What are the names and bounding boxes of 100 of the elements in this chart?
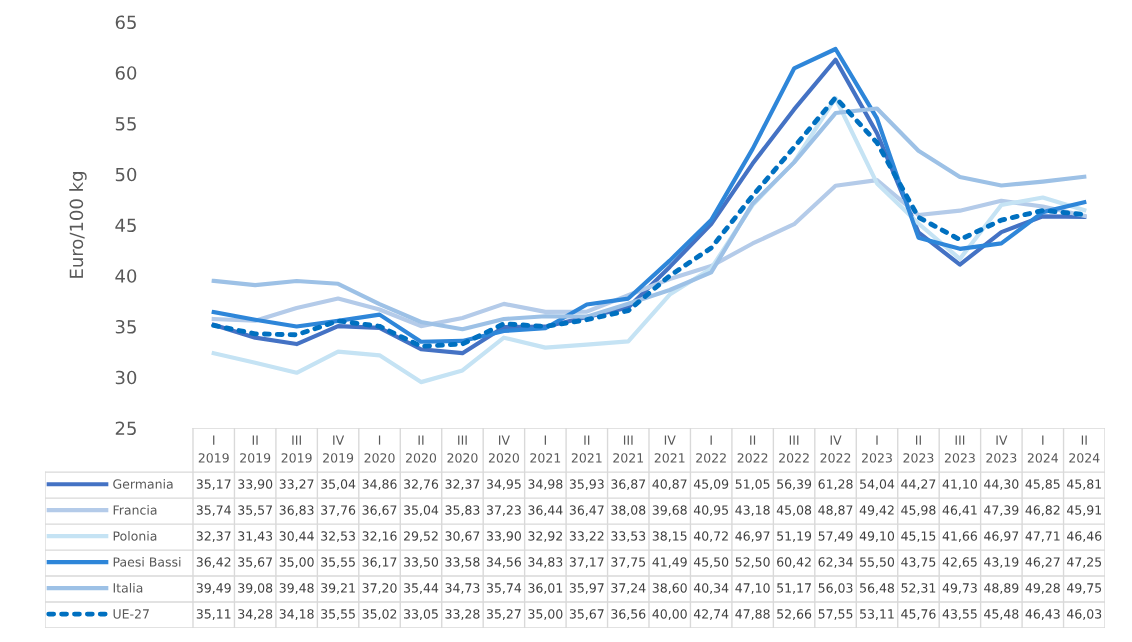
- data-label: 37,24: [611, 583, 646, 594]
- data-label: 37,17: [569, 557, 604, 568]
- data-label: 46,41: [942, 505, 977, 517]
- data-label: 35,67: [238, 557, 273, 568]
- data-label: 47,88: [735, 609, 770, 620]
- data-label: 31,43: [238, 531, 273, 542]
- data-label: 36,87: [611, 479, 646, 491]
- data-label: 36,83: [279, 505, 314, 517]
- data-label: 46,82: [1025, 505, 1060, 517]
- data-label: 35,97: [569, 583, 604, 594]
- data-label: 36,67: [362, 505, 397, 517]
- data-label: 46,27: [1025, 557, 1060, 568]
- data-label: 34,73: [445, 583, 480, 594]
- data-label: 34,18: [279, 609, 314, 620]
- data-label: 60,42: [777, 557, 811, 568]
- data-label: 45,76: [901, 609, 936, 620]
- y-tick-label: 30: [115, 370, 137, 385]
- x-tick-label: IV 2020: [488, 435, 519, 463]
- data-label: 49,42: [859, 505, 894, 517]
- x-tick-label: IV 2022: [820, 435, 851, 463]
- data-label: 37,76: [321, 505, 356, 517]
- data-label: 35,74: [196, 505, 231, 517]
- data-label: 39,08: [238, 583, 273, 594]
- x-tick-label: I 2020: [364, 435, 395, 463]
- data-label: 30,67: [445, 531, 480, 542]
- data-label: 34,98: [528, 479, 563, 491]
- x-tick-label: III 2019: [281, 435, 312, 463]
- x-tick-label: III 2023: [944, 435, 975, 463]
- x-tick-label: II 2024: [1069, 435, 1100, 463]
- data-label: 33,53: [611, 531, 646, 542]
- x-tick-label: II 2020: [406, 435, 437, 463]
- data-label: 35,27: [486, 609, 521, 620]
- x-tick-label: III 2021: [613, 435, 644, 463]
- data-label: 37,23: [486, 505, 521, 517]
- data-label: 49,75: [1066, 583, 1102, 594]
- data-label: 41,66: [942, 531, 978, 542]
- x-tick-label: I 2024: [1027, 435, 1059, 463]
- legend-label: Germania: [113, 479, 173, 489]
- data-label: 35,17: [196, 479, 231, 491]
- data-label: 30,44: [279, 531, 314, 542]
- data-label: 41,10: [942, 479, 977, 491]
- x-tick-label: II 2022: [737, 435, 768, 463]
- data-label: 39,21: [321, 583, 355, 594]
- data-label: 35,04: [404, 505, 439, 517]
- data-label: 43,75: [901, 557, 936, 568]
- data-label: 49,73: [942, 583, 977, 594]
- data-label: 56,03: [818, 583, 853, 594]
- data-label: 35,00: [279, 557, 314, 568]
- y-tick-label: 25: [115, 421, 136, 436]
- data-label: 52,31: [901, 583, 936, 594]
- data-label: 46,03: [1066, 609, 1102, 620]
- data-label: 40,87: [652, 479, 687, 491]
- data-label: 36,56: [611, 609, 646, 620]
- data-label: 34,95: [486, 479, 521, 491]
- data-label: 32,76: [404, 479, 439, 491]
- x-tick-label: IV 2019: [323, 435, 354, 463]
- data-label: 43,55: [942, 609, 977, 620]
- y-axis-title: Euro/100 kg: [69, 172, 87, 278]
- data-label: 33,90: [238, 479, 273, 491]
- x-tick-label: I 2022: [696, 435, 726, 463]
- data-label: 42,74: [693, 609, 729, 620]
- data-label: 62,34: [818, 557, 853, 568]
- data-label: 32,37: [445, 479, 480, 491]
- data-label: 35,11: [196, 609, 231, 620]
- data-label: 33,22: [569, 531, 604, 542]
- data-label: 53,11: [860, 609, 894, 620]
- data-label: 57,55: [818, 609, 853, 620]
- data-label: 35,57: [238, 505, 273, 517]
- data-label: 45,91: [1066, 505, 1102, 517]
- data-label: 51,05: [735, 479, 770, 491]
- data-label: 34,86: [362, 479, 397, 491]
- y-tick-label: 45: [115, 218, 136, 233]
- data-label: 32,37: [196, 531, 231, 542]
- data-label: 52,50: [735, 557, 770, 568]
- data-label: 33,58: [445, 557, 480, 568]
- data-label: 33,90: [486, 531, 521, 542]
- data-label: 45,50: [693, 557, 729, 568]
- data-label: 43,18: [735, 505, 770, 517]
- data-label: 45,09: [693, 479, 729, 491]
- data-label: 35,93: [569, 479, 604, 491]
- data-label: 33,27: [279, 479, 314, 491]
- data-label: 61,28: [818, 479, 853, 491]
- x-tick-label: III 2022: [779, 435, 809, 463]
- data-label: 51,17: [777, 583, 811, 594]
- data-label: 35,04: [321, 479, 356, 491]
- data-label: 44,27: [901, 479, 936, 491]
- data-label: 35,55: [321, 609, 355, 620]
- data-label: 45,85: [1025, 479, 1060, 491]
- data-label: 56,48: [860, 583, 895, 594]
- y-tick-label: 40: [115, 269, 137, 283]
- legend-label: Italia: [113, 582, 143, 593]
- data-label: 37,75: [611, 557, 646, 568]
- x-tick-label: II 2023: [903, 435, 934, 463]
- data-label: 35,55: [321, 557, 355, 568]
- y-tick-label: 35: [115, 319, 136, 334]
- data-label: 56,39: [777, 479, 812, 491]
- data-label: 35,67: [569, 609, 604, 620]
- x-tick-label: II 2019: [240, 435, 271, 463]
- y-tick-label: 65: [115, 15, 136, 30]
- data-label: 38,60: [652, 583, 687, 594]
